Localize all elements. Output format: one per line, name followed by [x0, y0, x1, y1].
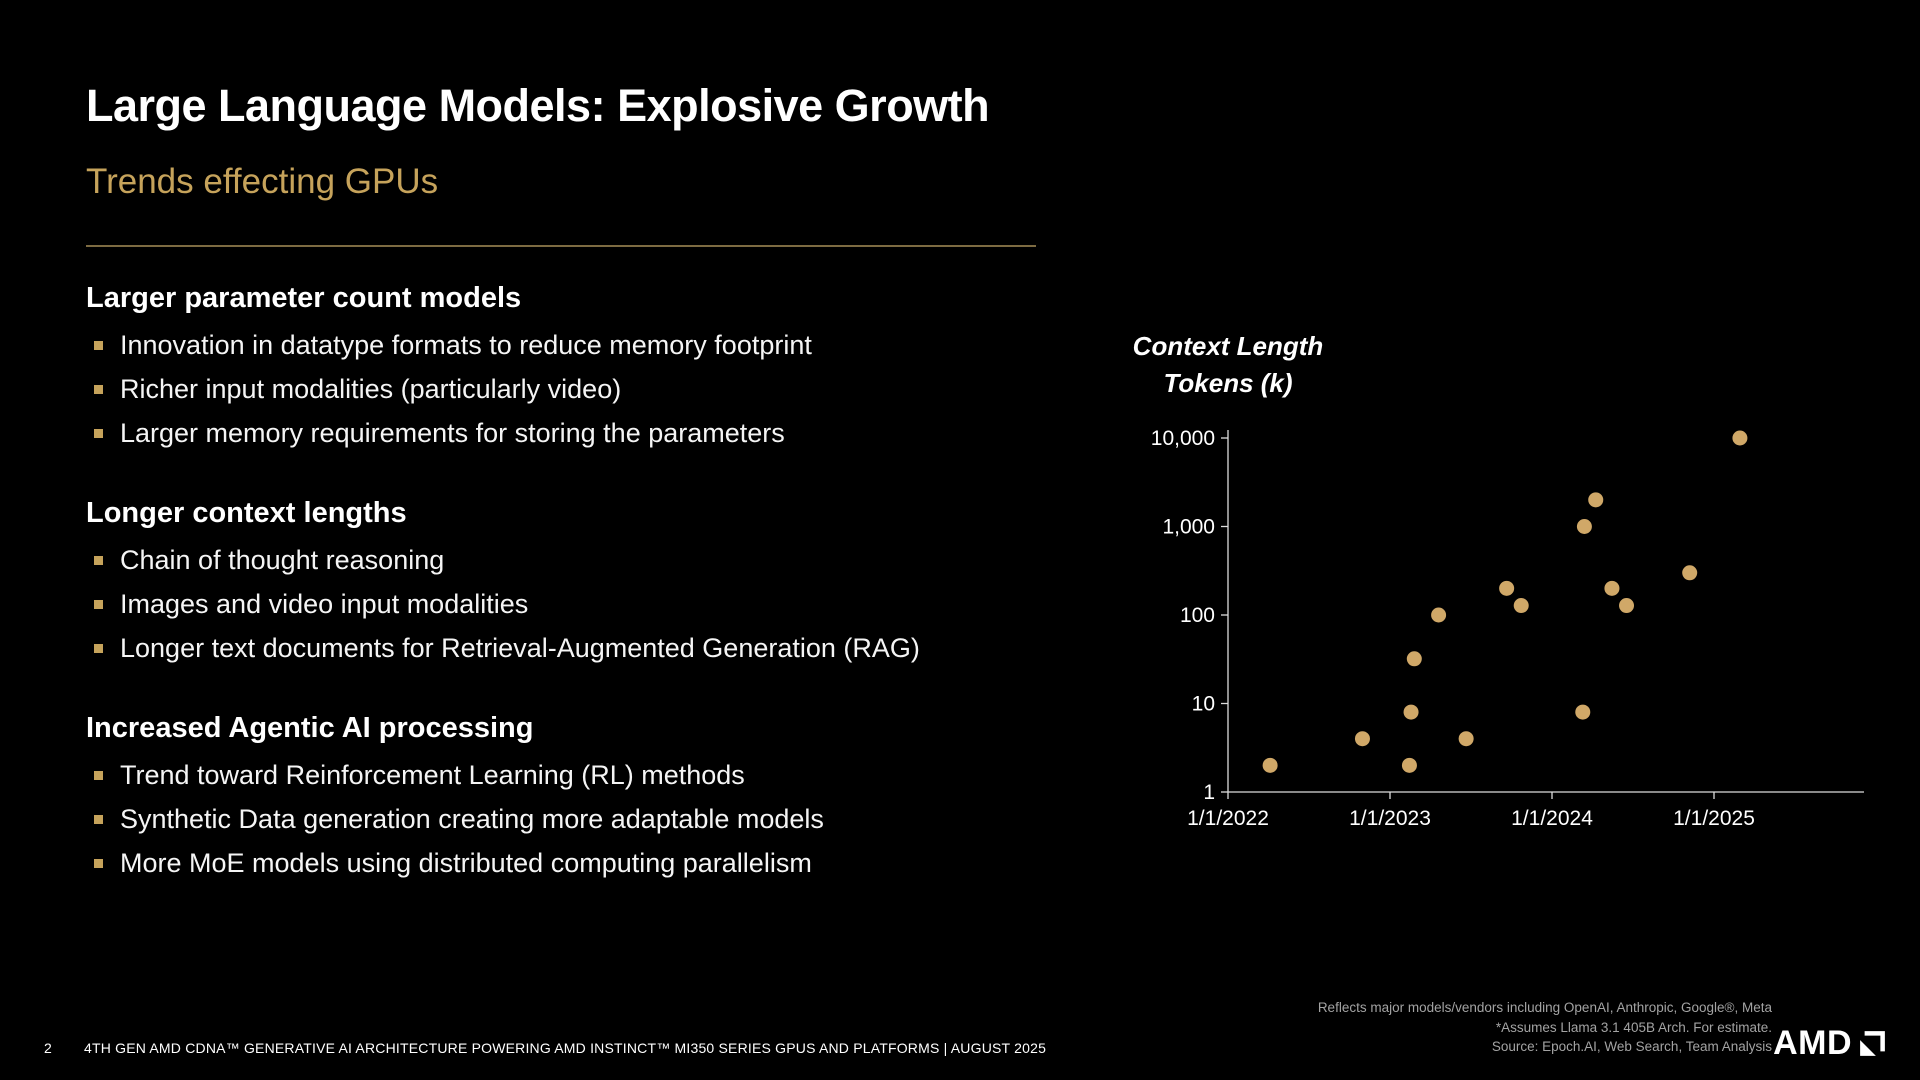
- svg-text:1/1/2022: 1/1/2022: [1187, 807, 1269, 830]
- svg-text:10,000: 10,000: [1151, 427, 1215, 450]
- slide-subtitle: Trends effecting GPUs: [86, 162, 439, 201]
- chart-title-line2: Tokens (k): [1163, 368, 1293, 398]
- section-heading: Longer context lengths: [86, 497, 407, 529]
- divider-line: [86, 245, 1036, 247]
- bullet-item: Chain of thought reasoning: [86, 544, 1076, 576]
- section-longer-context-lengths: Longer context lengths Chain of thought …: [86, 497, 1076, 664]
- svg-text:10: 10: [1192, 693, 1215, 716]
- svg-text:1/1/2025: 1/1/2025: [1673, 807, 1755, 830]
- bullet-item: Longer text documents for Retrieval-Augm…: [86, 632, 1076, 664]
- amd-arrow-icon: [1860, 1031, 1885, 1056]
- page-number: 2: [44, 1040, 52, 1056]
- svg-text:100: 100: [1180, 604, 1215, 627]
- section-heading: Larger parameter count models: [86, 282, 522, 314]
- bullet-item: Images and video input modalities: [86, 588, 1076, 620]
- bullet-item: Trend toward Reinforcement Learning (RL)…: [86, 759, 1076, 791]
- content-sections: Larger parameter count models Innovation…: [86, 282, 1076, 927]
- chart-title: Context Length Tokens (k): [1112, 328, 1344, 402]
- bullet-list: Innovation in datatype formats to reduce…: [86, 329, 1076, 449]
- footer-text: 4TH GEN AMD CDNA™ GENERATIVE AI ARCHITEC…: [84, 1040, 1047, 1056]
- bullet-list: Chain of thought reasoning Images and vi…: [86, 544, 1076, 664]
- section-heading: Increased Agentic AI processing: [86, 712, 534, 744]
- footnote-line: Source: Epoch.AI, Web Search, Team Analy…: [1491, 1039, 1772, 1054]
- context-length-scatter-chart: 1 10 100 1,000 10,000 1/1/2022 1/1/2023 1/1/202…: [1151, 427, 1864, 830]
- bullet-item: More MoE models using distributed comput…: [86, 847, 1076, 879]
- bullet-item: Larger memory requirements for storing t…: [86, 417, 1076, 449]
- footnote-line: Reflects major models/vendors including …: [1317, 1000, 1772, 1015]
- amd-logo: AMD: [1773, 1024, 1886, 1063]
- bullet-item: Richer input modalities (particularly vi…: [86, 373, 1076, 405]
- svg-text:1,000: 1,000: [1162, 516, 1215, 539]
- svg-text:1: 1: [1203, 781, 1215, 804]
- chart-title-line1: Context Length: [1132, 331, 1324, 361]
- slide-title: Large Language Models: Explosive Growth: [86, 80, 990, 131]
- bullet-item: Synthetic Data generation creating more …: [86, 803, 1076, 835]
- bullet-list: Trend toward Reinforcement Learning (RL)…: [86, 759, 1076, 879]
- section-agentic-ai-processing: Increased Agentic AI processing Trend to…: [86, 712, 1076, 879]
- svg-text:1/1/2024: 1/1/2024: [1511, 807, 1593, 830]
- slide-footer: 2 4TH GEN AMD CDNA™ GENERATIVE AI ARCHITE…: [44, 1040, 1046, 1056]
- bullet-item: Innovation in datatype formats to reduce…: [86, 329, 1076, 361]
- svg-text:1/1/2023: 1/1/2023: [1349, 807, 1431, 830]
- section-larger-parameter-models: Larger parameter count models Innovation…: [86, 282, 1076, 449]
- amd-logo-text: AMD: [1773, 1024, 1852, 1062]
- chart-footnote: Reflects major models/vendors including …: [1318, 998, 1772, 1057]
- footnote-line: *Assumes Llama 3.1 405B Arch. For estima…: [1495, 1019, 1772, 1035]
